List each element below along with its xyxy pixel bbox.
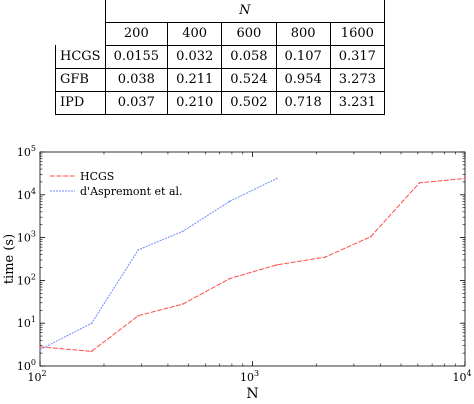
- data-point: [418, 182, 421, 184]
- n-value-600: 600: [221, 22, 277, 46]
- table-cell: 0.0155: [104, 45, 168, 69]
- x-axis-label: N: [246, 386, 258, 402]
- series-line-1: [39, 178, 277, 351]
- x-tick-label: 103: [240, 369, 259, 384]
- data-point: [182, 303, 184, 305]
- table-row: IPD 0.037 0.210 0.502 0.718 3.231: [55, 91, 385, 115]
- table-cell: 0.524: [221, 68, 277, 92]
- data-point: [39, 346, 41, 348]
- table-cell: 0.211: [167, 68, 222, 92]
- y-tick-label: 102: [17, 272, 36, 287]
- data-point: [137, 314, 140, 317]
- n-value-1600: 1600: [329, 22, 385, 46]
- y-tick-label: 104: [17, 187, 36, 202]
- table-corner-2: [56, 22, 106, 45]
- n-value-400: 400: [167, 22, 222, 46]
- n-value-200: 200: [104, 22, 168, 46]
- y-tick-label: 101: [17, 315, 36, 330]
- y-tick-label: 100: [17, 358, 36, 373]
- results-table-container: N 200 400 600 800 1600 HCGS 0.0155 0.032 0.058 0…: [55, 0, 385, 115]
- y-axis-label: time (s): [2, 234, 17, 284]
- data-point: [182, 230, 184, 233]
- data-point: [228, 200, 231, 203]
- table-cell: 0.718: [275, 91, 331, 115]
- data-point: [369, 235, 372, 238]
- table-cell: 3.231: [329, 91, 385, 115]
- data-point: [228, 277, 231, 280]
- table-cell: 0.954: [275, 68, 331, 92]
- table-cell: 0.037: [104, 91, 168, 115]
- table-cell: 0.317: [329, 45, 385, 69]
- data-point: [39, 348, 41, 351]
- data-point: [464, 177, 466, 180]
- data-point: [90, 322, 93, 324]
- table-row: HCGS 0.0155 0.032 0.058 0.107 0.317: [55, 45, 385, 69]
- legend-label: d'Aspremont et al.: [80, 185, 183, 198]
- table-cell: 0.210: [167, 91, 222, 115]
- results-table: N 200 400 600 800 1600 HCGS 0.0155 0.032 0.058 0…: [55, 0, 385, 115]
- table-cell: 0.502: [221, 91, 277, 115]
- table-cell: 0.032: [167, 45, 222, 69]
- data-point: [275, 177, 278, 180]
- timing-chart: 102 103 104 100 101 102 103 104 105 HCGS d'Asprem…: [2, 144, 472, 402]
- data-point: [324, 256, 327, 258]
- method-name: HCGS: [55, 45, 106, 69]
- method-name: GFB: [55, 68, 106, 92]
- y-tick-label: 105: [17, 144, 36, 159]
- x-tick-label: 102: [27, 369, 46, 384]
- data-point: [90, 350, 93, 353]
- table-cell: 0.107: [275, 45, 331, 69]
- table-corner: [56, 0, 106, 22]
- n-header: N: [104, 0, 385, 23]
- x-tick-label: 104: [452, 369, 471, 384]
- series-line-0: [39, 178, 466, 352]
- data-point: [137, 248, 140, 251]
- legend: HCGS d'Aspremont et al.: [50, 170, 183, 198]
- y-tick-label: 103: [17, 230, 36, 245]
- n-values-row: 200 400 600 800 1600: [56, 22, 385, 46]
- n-value-800: 800: [275, 22, 331, 46]
- table-cell: 0.038: [104, 68, 168, 92]
- legend-label: HCGS: [80, 170, 114, 183]
- method-name: IPD: [55, 91, 106, 115]
- data-point: [275, 264, 278, 266]
- table-cell: 3.273: [329, 68, 385, 92]
- table-cell: 0.058: [221, 45, 277, 69]
- table-row: GFB 0.038 0.211 0.524 0.954 3.273: [55, 68, 385, 92]
